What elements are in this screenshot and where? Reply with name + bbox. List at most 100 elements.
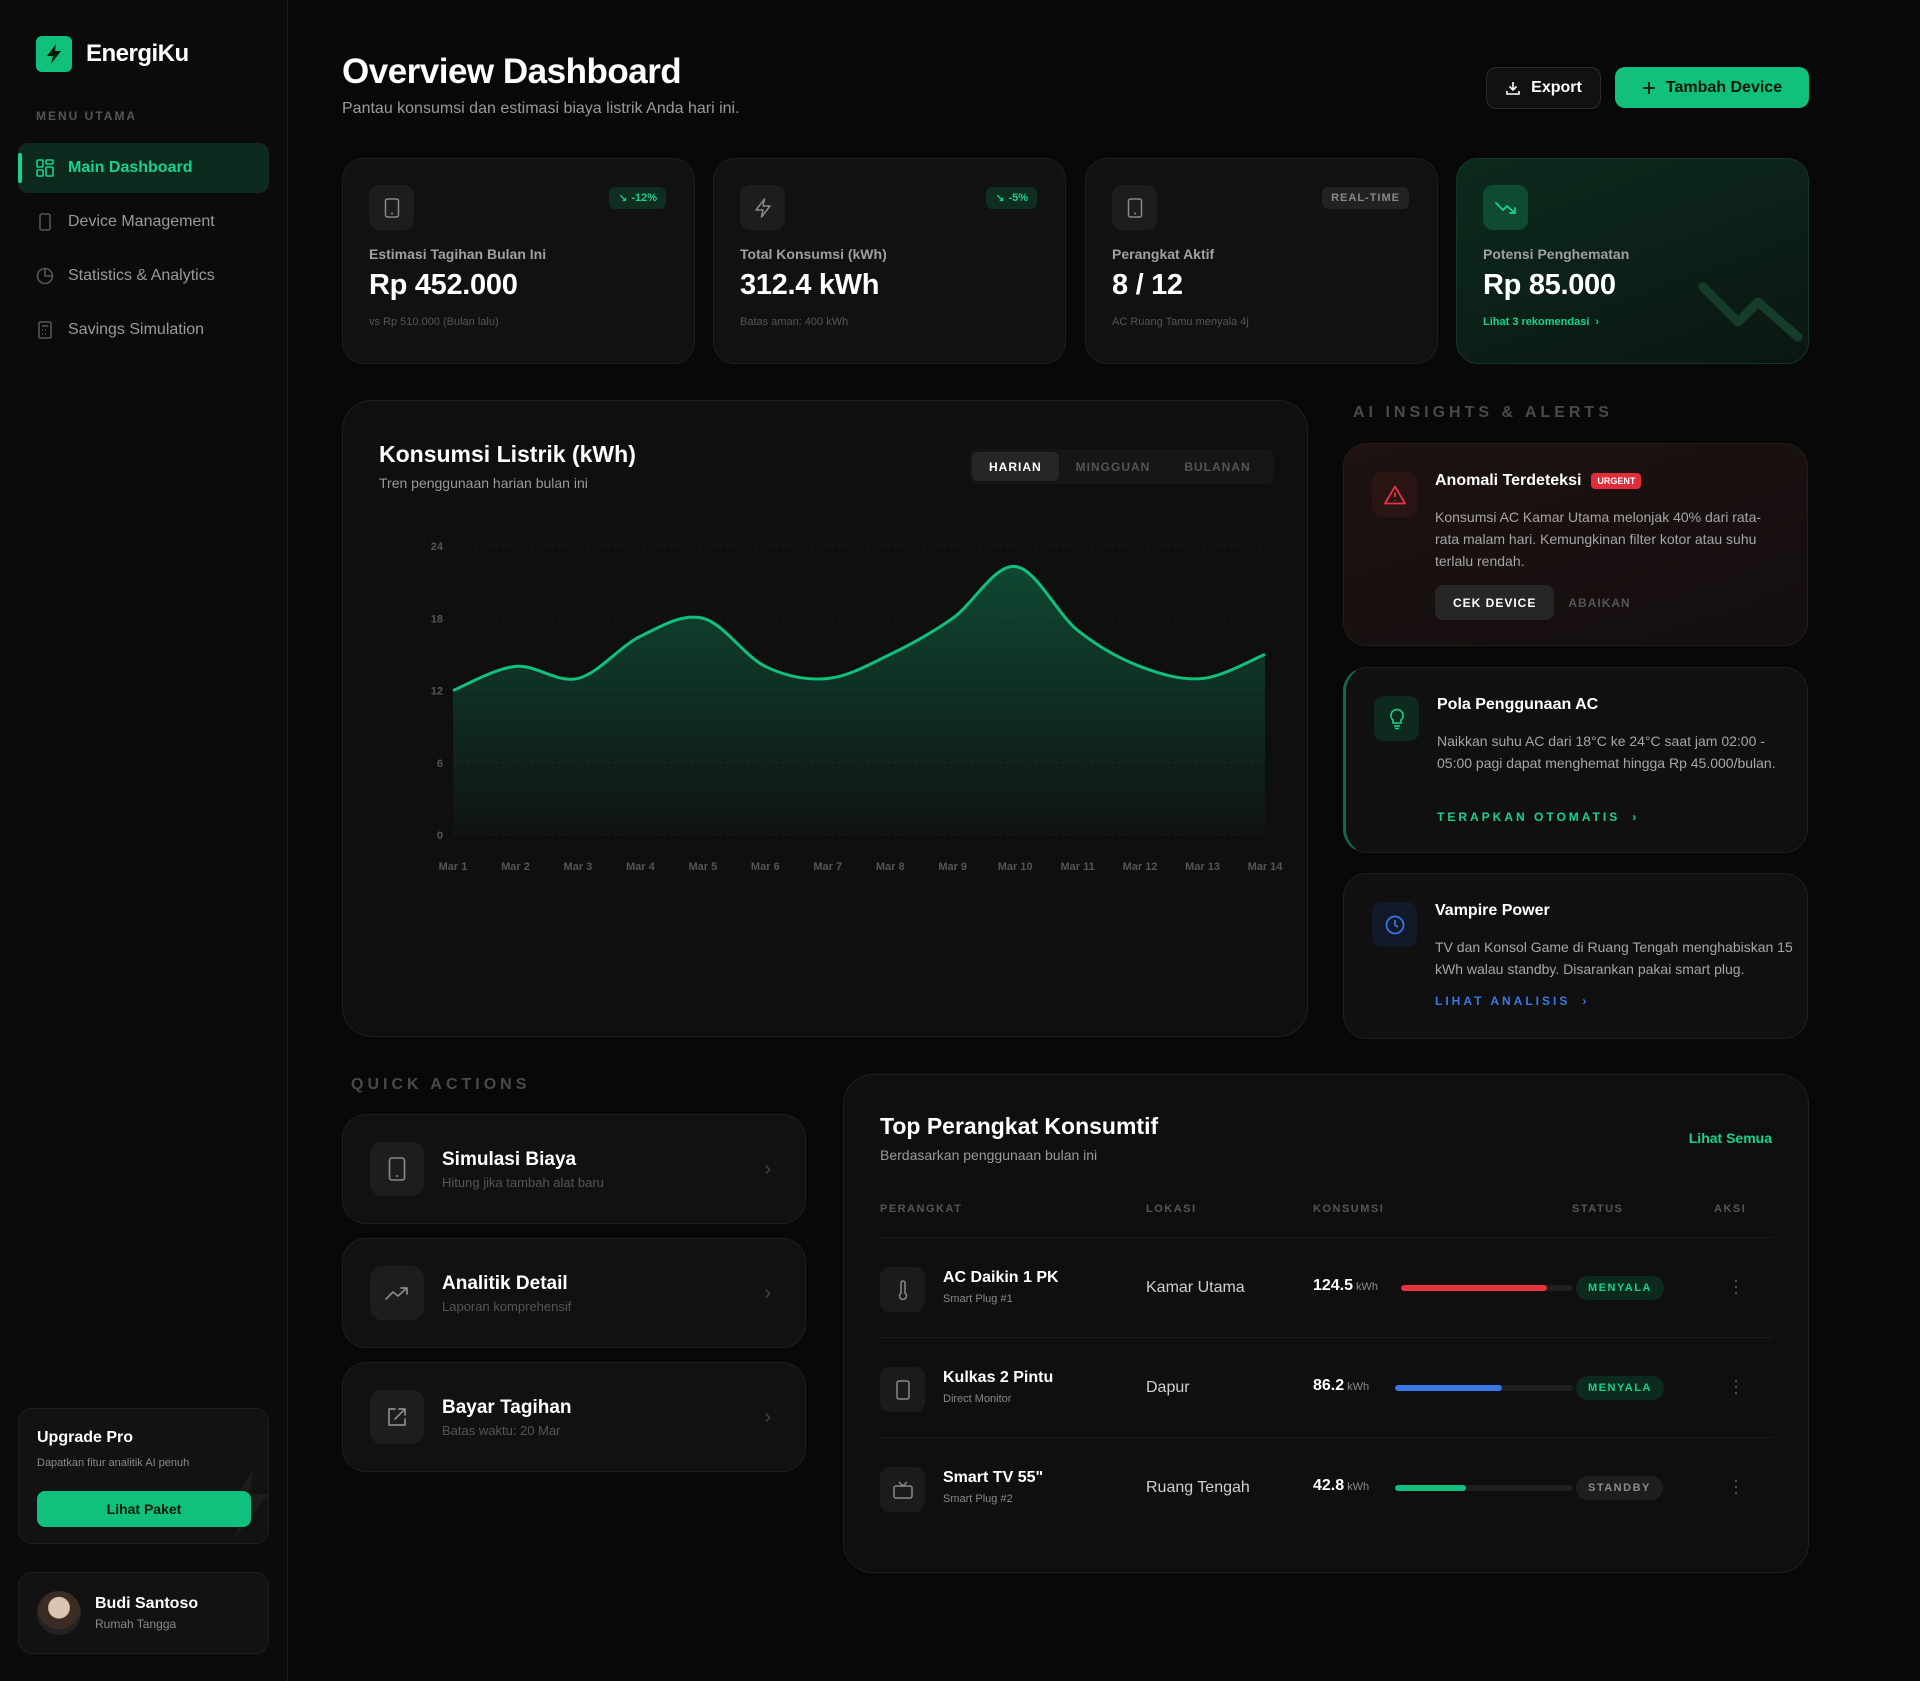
x-tick-label: Mar 6	[751, 861, 780, 873]
sidebar-item-label: Savings Simulation	[68, 321, 205, 338]
device-sub: Smart Plug #2	[943, 1493, 1013, 1505]
consumption-bar	[1401, 1285, 1573, 1291]
download-icon	[1506, 82, 1520, 95]
upgrade-text: Dapatkan fitur analitik AI penuh	[37, 1457, 190, 1469]
sidebar-item-main-dashboard[interactable]: Main Dashboard	[18, 143, 269, 193]
x-tick-label: Mar 3	[564, 861, 593, 873]
table-row[interactable]: AC Daikin 1 PK Smart Plug #1 Kamar Utama…	[880, 1237, 1773, 1337]
alert-text: Naikkan suhu AC dari 18°C ke 24°C saat j…	[1437, 733, 1776, 771]
recommendations-link[interactable]: Lihat 3 rekomendasi ›	[1483, 316, 1600, 328]
sidebar-item-label: Device Management	[68, 213, 215, 230]
export-button[interactable]: Export	[1486, 67, 1601, 109]
clock-icon	[1372, 902, 1417, 947]
device-consumption: 86.2 kWh	[1313, 1377, 1370, 1394]
user-profile[interactable]: Budi Santoso Rumah Tangga	[18, 1572, 269, 1654]
alert-title: Vampire Power	[1435, 902, 1550, 919]
alert-ac-pattern: Pola Penggunaan AC Naikkan suhu AC dari …	[1343, 667, 1808, 853]
stat-value: Rp 85.000	[1483, 269, 1616, 301]
column-header: KONSUMSI	[1313, 1203, 1385, 1215]
sidebar: EnergiKu MENU UTAMA Main Dashboard Devic…	[0, 0, 288, 1681]
stat-card-consumption: ↘ -5% Total Konsumsi (kWh) 312.4 kWh Bata…	[713, 158, 1066, 364]
upgrade-card: Upgrade Pro Dapatkan fitur analitik AI p…	[18, 1408, 269, 1544]
stat-value: 8 / 12	[1112, 269, 1183, 301]
table-row[interactable]: Smart TV 55" Smart Plug #2 Ruang Tengah …	[880, 1437, 1773, 1537]
page-title: Overview Dashboard	[342, 52, 682, 91]
y-tick-label: 24	[431, 541, 444, 553]
lightning-icon	[36, 36, 72, 72]
lightning-icon	[740, 185, 785, 230]
quick-action-sub: Hitung jika tambah alat baru	[442, 1174, 604, 1190]
trend-up-icon	[370, 1266, 424, 1320]
top-devices-subtitle: Berdasarkan penggunaan bulan ini	[880, 1147, 1098, 1163]
quick-action-title: Analitik Detail	[442, 1272, 568, 1294]
x-tick-label: Mar 1	[439, 861, 468, 873]
upgrade-title: Upgrade Pro	[37, 1429, 134, 1446]
consumption-bar	[1395, 1485, 1573, 1491]
upgrade-button[interactable]: Lihat Paket	[37, 1491, 251, 1527]
sidebar-nav: Main Dashboard Device Management Statist…	[18, 143, 269, 359]
more-options-icon[interactable]: · · ·	[1733, 1270, 1739, 1302]
x-tick-label: Mar 7	[813, 861, 842, 873]
trend-badge: ↘ -5%	[986, 187, 1037, 209]
device-name: Smart TV 55"	[943, 1469, 1044, 1486]
quick-action-cost-simulation[interactable]: Simulasi Biaya Hitung jika tambah alat b…	[342, 1114, 806, 1224]
divider	[880, 1337, 1773, 1338]
period-tabs: HARIAN MINGGUAN BULANAN	[969, 449, 1274, 484]
sidebar-item-device-management[interactable]: Device Management	[18, 197, 269, 247]
device-sub: Direct Monitor	[943, 1393, 1012, 1405]
x-tick-label: Mar 4	[626, 861, 656, 873]
trend-down-decor-icon	[1698, 282, 1803, 342]
lightbulb-icon	[1374, 696, 1419, 741]
device-consumption: 124.5 kWh	[1313, 1277, 1379, 1294]
tab-mingguan[interactable]: MINGGUAN	[1075, 459, 1151, 474]
device-icon	[880, 1367, 925, 1412]
view-all-link[interactable]: Lihat Semua	[1688, 1130, 1772, 1146]
x-tick-label: Mar 14	[1248, 861, 1284, 873]
sidebar-item-label: Statistics & Analytics	[68, 267, 215, 284]
thermometer-icon	[880, 1267, 925, 1312]
stat-foot: Batas aman: 400 kWh	[740, 316, 849, 328]
stat-foot: vs Rp 510.000 (Bulan lalu)	[369, 316, 499, 328]
pie-icon	[36, 267, 54, 285]
device-icon	[1112, 185, 1157, 230]
calculator-icon	[36, 321, 54, 339]
stat-card-active-devices: REAL-TIME Perangkat Aktif 8 / 12 AC Ruan…	[1085, 158, 1438, 364]
insights-heading: AI INSIGHTS & ALERTS	[1353, 404, 1613, 421]
status-badge: MENYALA	[1576, 1276, 1664, 1300]
ignore-button[interactable]: ABAIKAN	[1568, 595, 1631, 610]
column-header: PERANGKAT	[880, 1203, 963, 1215]
consumption-bar	[1395, 1385, 1573, 1391]
stat-value: Rp 452.000	[369, 269, 518, 301]
y-tick-label: 18	[431, 613, 443, 625]
consumption-chart-card: Konsumsi Listrik (kWh) Tren penggunaan h…	[342, 400, 1308, 1037]
quick-action-analytics[interactable]: Analitik Detail Laporan komprehensif ›	[342, 1238, 806, 1348]
device-icon	[36, 213, 54, 231]
status-badge: STANDBY	[1576, 1476, 1663, 1500]
tab-bulanan[interactable]: BULANAN	[1184, 459, 1251, 474]
device-icon	[370, 1142, 424, 1196]
external-link-icon	[370, 1390, 424, 1444]
stat-label: Perangkat Aktif	[1112, 246, 1215, 262]
column-header: STATUS	[1572, 1203, 1624, 1215]
device-sub: Smart Plug #1	[943, 1293, 1013, 1305]
urgent-badge: URGENT	[1591, 473, 1642, 489]
add-device-button[interactable]: Tambah Device	[1615, 67, 1809, 108]
tab-harian[interactable]: HARIAN	[972, 452, 1059, 481]
x-tick-label: Mar 8	[876, 861, 905, 873]
y-tick-label: 12	[431, 686, 443, 698]
grid-icon	[36, 159, 54, 177]
page-subtitle: Pantau konsumsi dan estimasi biaya listr…	[342, 100, 740, 117]
quick-action-pay-bill[interactable]: Bayar Tagihan Batas waktu: 20 Mar ›	[342, 1362, 806, 1472]
top-devices-card: Top Perangkat Konsumtif Berdasarkan peng…	[843, 1074, 1809, 1573]
apply-automatic-link[interactable]: TERAPKAN OTOMATIS ›	[1437, 810, 1640, 824]
view-analysis-link[interactable]: LIHAT ANALISIS ›	[1435, 994, 1590, 1008]
app-logo[interactable]: EnergiKu	[36, 36, 189, 72]
x-tick-label: Mar 12	[1123, 861, 1158, 873]
sidebar-item-statistics[interactable]: Statistics & Analytics	[18, 251, 269, 301]
check-device-button[interactable]: CEK DEVICE	[1435, 585, 1555, 620]
sidebar-item-savings-simulation[interactable]: Savings Simulation	[18, 305, 269, 355]
more-options-icon[interactable]: · · ·	[1733, 1370, 1739, 1402]
more-options-icon[interactable]: · · ·	[1733, 1470, 1739, 1502]
y-tick-label: 6	[437, 758, 443, 770]
table-row[interactable]: Kulkas 2 Pintu Direct Monitor Dapur 86.2…	[880, 1337, 1773, 1437]
